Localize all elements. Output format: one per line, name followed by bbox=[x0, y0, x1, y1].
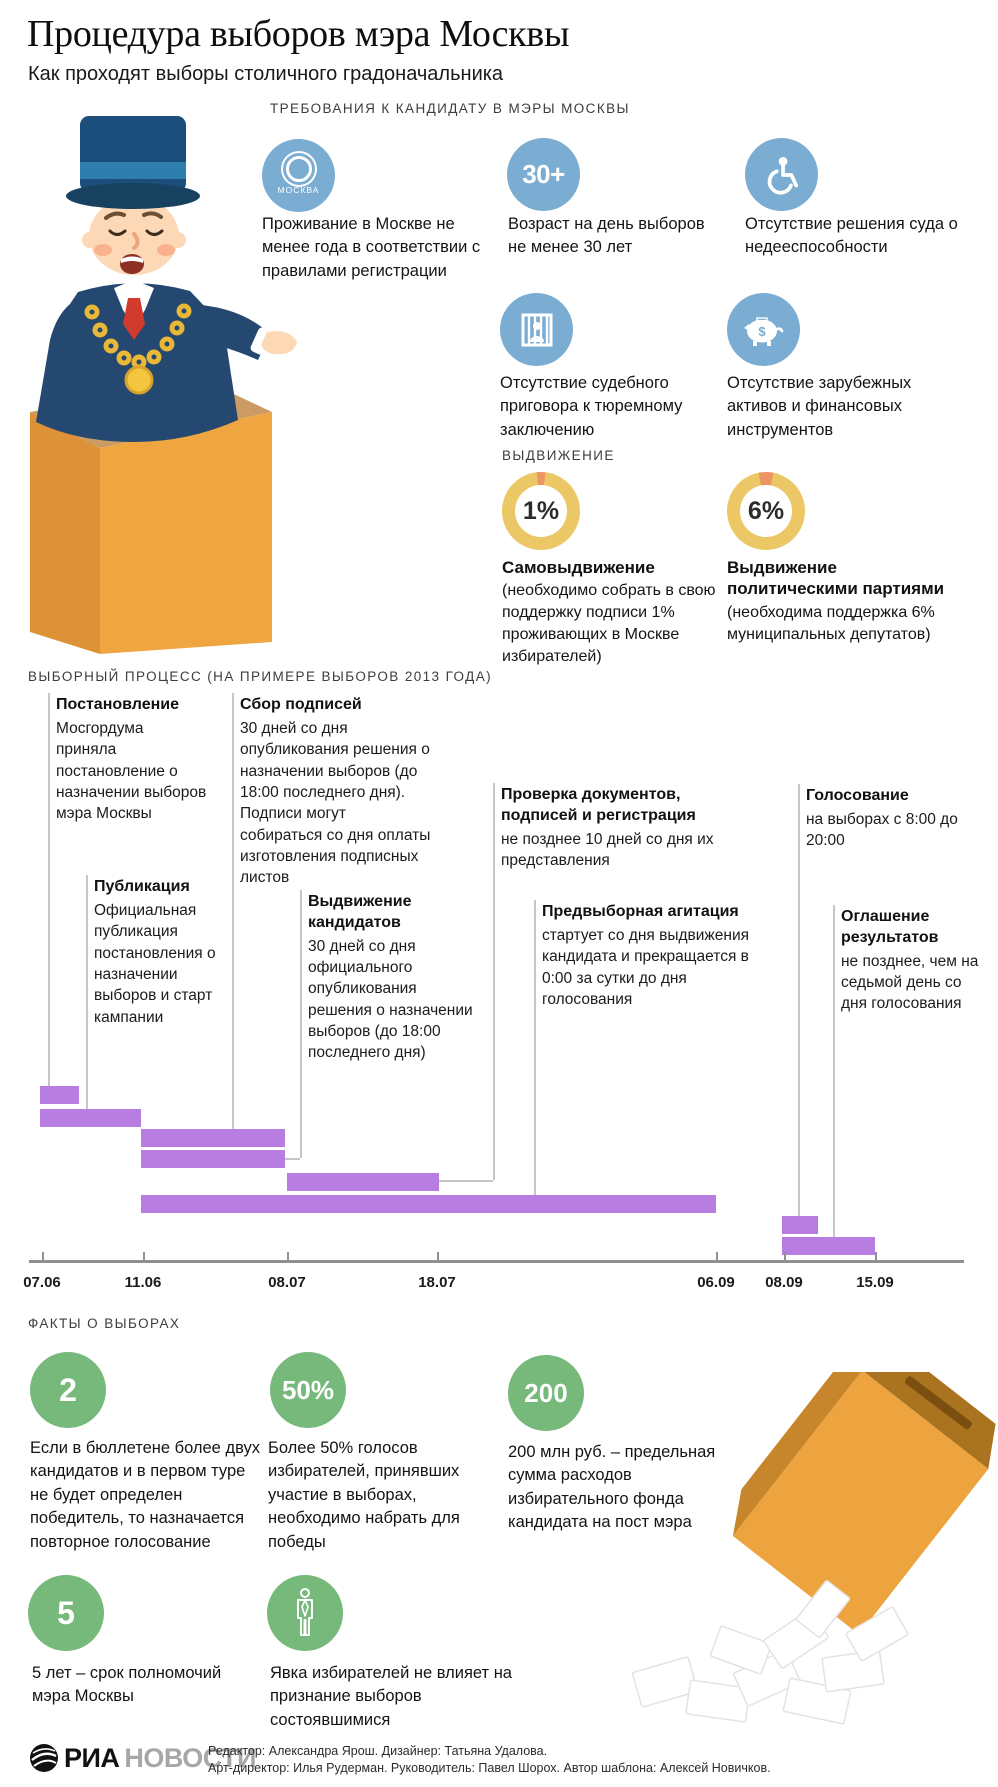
timeline-event-candidates: Выдвижение кандидатов 30 дней со дня офи… bbox=[308, 893, 473, 1062]
fact-badge-turnout bbox=[267, 1575, 343, 1651]
donut-party-nomination: 6% bbox=[727, 472, 805, 550]
gantt-bar bbox=[40, 1086, 79, 1104]
gantt-bar bbox=[141, 1150, 285, 1168]
connector-line bbox=[439, 1180, 493, 1182]
medallion bbox=[124, 365, 154, 395]
requirement-text-assets: Отсутствие зарубежных активов и финансов… bbox=[727, 374, 912, 439]
mayor-illustration bbox=[30, 116, 297, 654]
no-foreign-assets-badge: $ bbox=[727, 293, 800, 366]
axis-tick bbox=[287, 1252, 289, 1260]
section-title-requirements: ТРЕБОВАНИЯ К КАНДИДАТУ В МЭРЫ МОСКВЫ bbox=[270, 101, 630, 116]
credits: Редактор: Александра Ярош. Дизайнер: Тат… bbox=[208, 1743, 968, 1776]
nomination-item-party: Выдвижение политическими партиями (необх… bbox=[727, 557, 967, 646]
logo-text-ria: РИА bbox=[64, 1742, 120, 1773]
nomination-title: Выдвижение политическими партиями bbox=[727, 558, 945, 599]
connector-line bbox=[285, 1158, 300, 1160]
fact-text-spending-cap: 200 млн руб. – предельная сумма расходов… bbox=[508, 1443, 716, 1532]
svg-text:$: $ bbox=[758, 324, 766, 339]
connector-line bbox=[48, 693, 50, 1086]
requirement-text-age: Возраст на день выборов не менее 30 лет bbox=[508, 215, 705, 257]
axis-tick-label: 15.09 bbox=[856, 1274, 894, 1291]
gantt-bar bbox=[141, 1129, 285, 1147]
timeline-event-voting: Голосование на выборах с 8:00 до 20:00 bbox=[806, 787, 958, 850]
donut-self-nomination: 1% bbox=[502, 472, 580, 550]
gantt-bar bbox=[287, 1173, 439, 1191]
axis-tick bbox=[875, 1252, 877, 1260]
ria-globe-icon bbox=[30, 1744, 58, 1772]
credits-line-1: Редактор: Александра Ярош. Дизайнер: Тат… bbox=[208, 1744, 548, 1758]
donut-value: 1% bbox=[522, 496, 560, 525]
nomination-title: Самовыдвижение bbox=[502, 558, 655, 577]
fact-badge-200-million: 200 bbox=[508, 1355, 584, 1431]
mayor-body bbox=[36, 280, 297, 442]
nomination-text: (необходимо собрать в свою поддержку под… bbox=[502, 582, 716, 666]
connector-line bbox=[534, 900, 536, 1195]
timeline-event-publication: Публикация Официальная публикация постан… bbox=[94, 878, 216, 1026]
axis-tick-label: 18.07 bbox=[418, 1274, 456, 1291]
logo-text-novosti: НОВОСТИ bbox=[124, 1742, 256, 1773]
moscow-badge-label: МОСКВА bbox=[277, 185, 320, 195]
piggy-bank-icon: $ bbox=[743, 316, 783, 346]
mayor-head bbox=[82, 197, 186, 275]
requirement-text-residence: Проживание в Москве не менее года в соот… bbox=[262, 215, 481, 280]
connector-line bbox=[833, 905, 835, 1237]
section-title-facts: ФАКТЫ О ВЫБОРАХ bbox=[28, 1316, 181, 1331]
ria-novosti-logo: РИА НОВОСТИ bbox=[28, 1742, 256, 1774]
gantt-bar bbox=[782, 1237, 875, 1255]
donut-value: 6% bbox=[747, 496, 785, 525]
fact-text-runoff: Если в бюллетене более двух кандидатов и… bbox=[30, 1439, 260, 1551]
fact-badge-50-percent: 50% bbox=[270, 1352, 346, 1428]
nomination-text: (необходима поддержка 6% муниципальных д… bbox=[727, 603, 935, 643]
axis-tick-label: 06.09 bbox=[697, 1274, 735, 1291]
axis-tick-label: 08.09 bbox=[765, 1274, 803, 1291]
axis-tick bbox=[437, 1252, 439, 1260]
axis-tick bbox=[42, 1252, 44, 1260]
connector-line bbox=[493, 783, 495, 1180]
ballot-box-illustration bbox=[631, 1372, 996, 1725]
connector-line bbox=[300, 890, 302, 1158]
fact-badge-5-years: 5 bbox=[28, 1575, 104, 1651]
fact-text-majority: Более 50% голосов избирателей, принявших… bbox=[268, 1439, 460, 1551]
gantt-bar bbox=[40, 1109, 141, 1127]
requirement-text-capacity: Отсутствие решения суда о недееспособнос… bbox=[745, 215, 958, 257]
timeline-event-signatures: Сбор подписей 30 дней со дня опубликован… bbox=[240, 696, 431, 887]
requirement-text-prison: Отсутствие судебного приговора к тюремно… bbox=[500, 374, 683, 439]
fact-text-turnout: Явка избирателей не влияет на признание … bbox=[270, 1664, 512, 1729]
prison-bars-icon bbox=[521, 313, 552, 346]
nomination-item-self: Самовыдвижение (необходимо собрать в сво… bbox=[502, 557, 724, 669]
gantt-bar bbox=[141, 1195, 716, 1213]
section-title-process: ВЫБОРНЫЙ ПРОЦЕСС (НА ПРИМЕРЕ ВЫБОРОВ 201… bbox=[28, 669, 493, 684]
connector-line bbox=[798, 784, 800, 1216]
wheelchair-icon bbox=[767, 156, 798, 195]
court-capacity-badge bbox=[745, 138, 818, 211]
axis-tick-label: 08.07 bbox=[268, 1274, 306, 1291]
gantt-axis bbox=[29, 1260, 964, 1263]
axis-tick bbox=[784, 1252, 786, 1260]
timeline-event-verification: Проверка документов, подписей и регистра… bbox=[501, 786, 714, 869]
age-30-badge: 30+ bbox=[507, 138, 580, 211]
fact-text-term: 5 лет – срок полномочий мэра Москвы bbox=[32, 1664, 222, 1706]
timeline-event-decree: Постановление Мосгордума приняла постано… bbox=[56, 696, 207, 823]
axis-tick-label: 07.06 bbox=[23, 1274, 61, 1291]
timeline-event-campaigning: Предвыборная агитация стартует со дня вы… bbox=[542, 903, 750, 1008]
page-title: Процедура выборов мэра Москвы bbox=[27, 13, 570, 55]
page-subtitle: Как проходят выборы столичного градонача… bbox=[28, 63, 504, 85]
voter-person-icon bbox=[297, 1588, 313, 1636]
no-prison-badge bbox=[500, 293, 573, 366]
top-hat-icon bbox=[66, 116, 200, 209]
axis-tick bbox=[716, 1252, 718, 1260]
timeline-event-results: Оглашение результатов не позднее, чем на… bbox=[841, 908, 979, 1013]
moscow-rings-icon bbox=[285, 156, 312, 182]
ballot-papers bbox=[631, 1580, 909, 1725]
section-title-nomination: ВЫДВИЖЕНИЕ bbox=[502, 448, 615, 463]
gantt-bar bbox=[782, 1216, 818, 1234]
connector-line bbox=[232, 693, 234, 1129]
moscow-residence-badge: МОСКВА bbox=[262, 139, 335, 212]
credits-line-2: Арт-директор: Илья Рудерман. Руководител… bbox=[208, 1760, 771, 1775]
axis-tick-label: 11.06 bbox=[124, 1274, 162, 1291]
fact-badge-two-candidates: 2 bbox=[30, 1352, 106, 1428]
axis-tick bbox=[143, 1252, 145, 1260]
connector-line bbox=[86, 875, 88, 1109]
